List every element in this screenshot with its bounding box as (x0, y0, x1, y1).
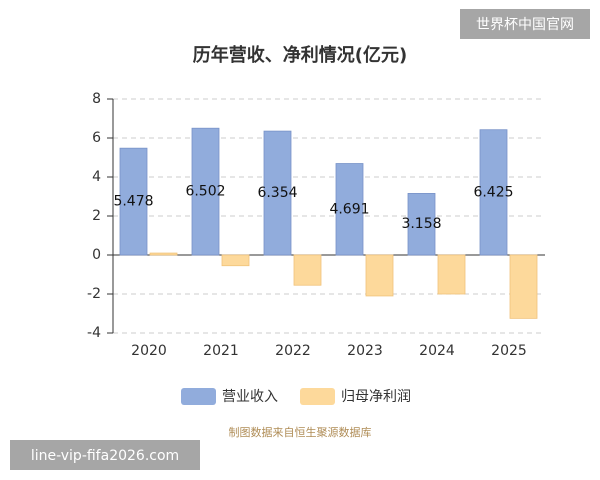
watermark: line-vip-fifa2026.com (31, 448, 179, 464)
bar (509, 254, 538, 319)
watermark-box (10, 440, 200, 470)
x-tick-label: 2020 (131, 343, 167, 359)
data-label: 3.158 (401, 216, 441, 232)
legend-swatch (181, 388, 216, 405)
y-tick-label: 4 (92, 169, 101, 185)
y-tick-label: -4 (87, 325, 101, 341)
legend-swatch (300, 388, 335, 405)
bar (221, 254, 250, 267)
bar (437, 254, 466, 295)
data-label: 6.502 (185, 184, 225, 200)
legend-label: 归母净利润 (341, 388, 411, 405)
bar (407, 193, 436, 256)
bar (335, 163, 364, 256)
y-tick-label: 2 (92, 208, 101, 224)
bar (263, 130, 292, 256)
bar (293, 254, 322, 286)
data-label: 4.691 (329, 201, 369, 217)
data-label: 6.425 (473, 184, 513, 200)
data-label: 6.354 (257, 185, 297, 201)
chart-title: 历年营收、净利情况(亿元) (193, 44, 407, 66)
y-tick-label: 8 (92, 91, 101, 107)
bar (365, 254, 394, 297)
legend-label: 营业收入 (222, 389, 278, 405)
x-tick-label: 2025 (491, 343, 527, 359)
data-label: 5.478 (113, 194, 153, 210)
bar (191, 127, 220, 256)
watermark-box (460, 9, 590, 39)
bar (119, 147, 148, 256)
source-note: 制图数据来自恒生聚源数据库 (229, 425, 372, 439)
y-tick-label: 0 (92, 247, 101, 263)
watermark: 世界杯中国官网 (476, 17, 574, 33)
x-tick-label: 2021 (203, 343, 239, 359)
bar (479, 129, 508, 256)
bar (149, 252, 178, 256)
x-tick-label: 2022 (275, 343, 311, 359)
x-tick-label: 2023 (347, 343, 383, 359)
y-tick-label: 6 (92, 130, 101, 146)
y-tick-label: -2 (87, 286, 101, 302)
x-tick-label: 2024 (419, 343, 455, 359)
